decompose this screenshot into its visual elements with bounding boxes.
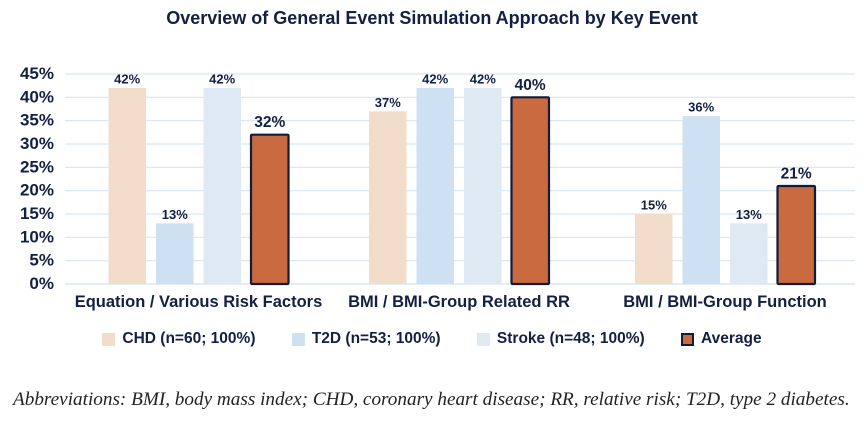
svg-text:13%: 13%	[162, 207, 188, 222]
svg-text:20%: 20%	[20, 181, 54, 200]
svg-text:42%: 42%	[470, 72, 496, 87]
svg-text:45%: 45%	[20, 64, 54, 83]
svg-text:5%: 5%	[29, 251, 54, 270]
svg-text:32%: 32%	[254, 114, 285, 131]
svg-text:15%: 15%	[20, 204, 54, 223]
svg-text:36%: 36%	[688, 100, 714, 115]
svg-text:42%: 42%	[422, 72, 448, 87]
svg-text:15%: 15%	[641, 198, 667, 213]
svg-text:42%: 42%	[114, 72, 140, 87]
svg-text:35%: 35%	[20, 111, 54, 130]
svg-text:13%: 13%	[736, 207, 762, 222]
svg-text:30%: 30%	[20, 134, 54, 153]
svg-text:25%: 25%	[20, 157, 54, 176]
svg-text:40%: 40%	[20, 87, 54, 106]
svg-text:37%: 37%	[375, 95, 401, 110]
svg-text:0%: 0%	[29, 274, 54, 293]
svg-text:21%: 21%	[781, 166, 812, 183]
svg-text:40%: 40%	[515, 77, 546, 94]
svg-text:10%: 10%	[20, 227, 54, 246]
svg-text:42%: 42%	[209, 72, 235, 87]
